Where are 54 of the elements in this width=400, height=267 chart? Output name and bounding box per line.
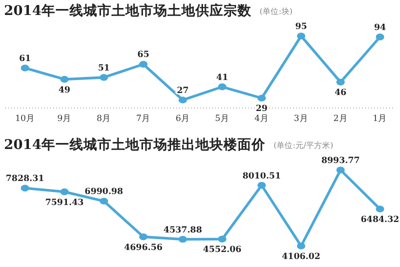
- x-tick-label: 4月: [254, 114, 269, 124]
- x-tick-label: 2月: [333, 114, 348, 124]
- chart-title: 2014年一线城市土地市场推出地块楼面价: [4, 136, 267, 153]
- data-label: 95: [295, 22, 308, 32]
- point: [178, 96, 187, 104]
- point: [20, 64, 30, 72]
- x-tick-label: 3月: [294, 114, 308, 124]
- text: (单位:块): [260, 7, 293, 16]
- x-tick-label: 9月: [57, 114, 72, 124]
- point: [60, 188, 69, 196]
- x-tick-label: 6月: [176, 114, 190, 124]
- data-label: 7828.31: [6, 174, 44, 184]
- data-label: 65: [137, 50, 150, 60]
- data-label: 4537.88: [164, 225, 202, 236]
- point: [218, 83, 226, 90]
- data-label: 8993.77: [321, 156, 360, 166]
- x-tick-label: 7月: [136, 114, 151, 124]
- point: [257, 182, 266, 189]
- data-label: 41: [216, 72, 228, 83]
- point: [100, 74, 108, 81]
- point: [257, 94, 266, 102]
- point: [139, 60, 148, 68]
- point: [336, 78, 345, 86]
- x-tick-label: 5月: [215, 114, 230, 124]
- point: [376, 34, 384, 40]
- data-label: 6990.98: [84, 187, 124, 198]
- data-label: 7591.43: [45, 198, 84, 208]
- point: [178, 236, 187, 243]
- point: [296, 242, 306, 250]
- data-label: 49: [58, 85, 70, 96]
- chart-title: 2014年一线城市土地市场土地供应宗数: [4, 2, 253, 19]
- point: [139, 233, 148, 240]
- point: [296, 32, 306, 40]
- data-label: 46: [334, 88, 347, 98]
- x-tick-label: 8月: [96, 114, 112, 124]
- point: [60, 76, 69, 83]
- data-label: 4696.56: [124, 242, 163, 253]
- data-label: 94: [374, 22, 386, 33]
- text: (单位:元/平方米): [274, 141, 334, 150]
- point: [376, 206, 384, 212]
- point: [20, 184, 30, 192]
- data-label: 61: [19, 54, 31, 64]
- point: [218, 236, 226, 242]
- point: [336, 166, 345, 174]
- data-label: 51: [98, 63, 110, 74]
- data-label: 4552.06: [202, 245, 242, 256]
- data-label: 29: [256, 104, 268, 114]
- x-tick-label: 10月: [15, 114, 35, 124]
- point: [100, 198, 108, 205]
- data-label: 4106.02: [282, 252, 320, 262]
- data-label: 6484.32: [360, 215, 400, 226]
- x-tick-label: 1月: [372, 114, 388, 124]
- data-label: 27: [176, 86, 189, 96]
- data-label: 8010.51: [242, 171, 281, 182]
